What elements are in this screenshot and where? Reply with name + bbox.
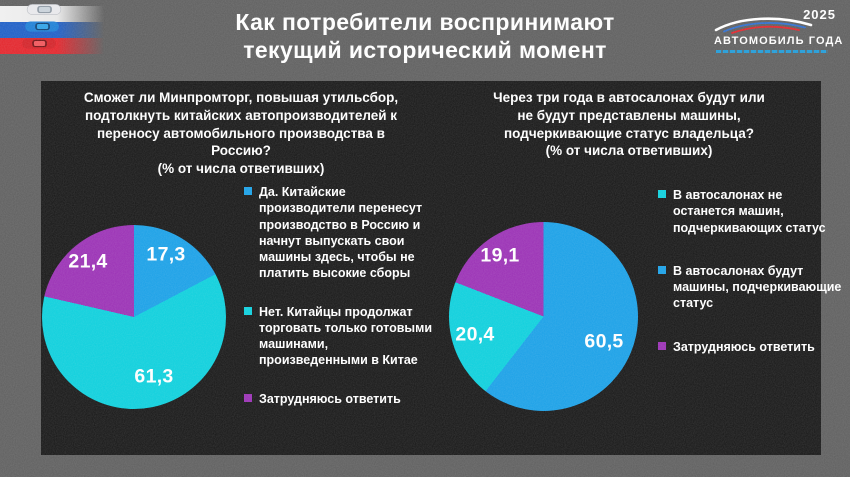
legend-label: В автосалонах будут машины, подчеркивающ… [673, 263, 842, 311]
slide-title-line2: текущий исторический момент [243, 36, 607, 63]
left-legend: Да. Китайские производители перенесут пр… [244, 184, 432, 407]
legend-item: В автосалонах не останется машин, подчер… [658, 187, 842, 236]
right-pie-chart: 60,5 20,4 19,1 [449, 222, 638, 411]
right-pie-value-cyan: 20,4 [455, 323, 495, 346]
legend-marker-cyan [658, 190, 666, 198]
legend-label: Затрудняюсь ответить [673, 339, 815, 354]
legend-label: В автосалонах не останется машин, подчер… [673, 188, 826, 235]
legend-label: Нет. Китайцы продолжат торговать только … [259, 304, 433, 368]
left-pie-chart: 17,3 61,3 21,4 [42, 225, 226, 409]
content-panel: Сможет ли Минпромторг, повышая утильсбор… [41, 81, 841, 455]
legend-item: В автосалонах будут машины, подчеркивающ… [658, 263, 842, 312]
left-question-subtitle: (% от числа ответивших) [157, 161, 325, 177]
legend-item: Затрудняюсь ответить [658, 339, 842, 355]
left-question-line3: переносу автомобильного производства в [97, 125, 385, 141]
award-logo: 2025 АВТОМОБИЛЬ ГОДА [712, 5, 842, 59]
legend-marker-cyan [244, 306, 252, 315]
legend-item: Затрудняюсь ответить [244, 391, 432, 407]
car-silhouette-swoosh-icon [714, 17, 813, 34]
left-chart-question: Сможет ли Минпромторг, повышая утильсбор… [55, 89, 427, 178]
russian-flag [0, 4, 104, 54]
legend-marker-blue [244, 187, 252, 195]
right-question-line3: подчеркивающие статус владельца? [504, 125, 754, 141]
legend-label: Да. Китайские производители перенесут пр… [259, 185, 423, 281]
slide-title-line1: Как потребители воспринимают [235, 9, 615, 35]
right-chart-question: Через три года в автосалонах будут или н… [439, 89, 819, 160]
red-car-icon [22, 38, 56, 49]
right-question-subtitle: (% от числа ответивших) [545, 143, 713, 159]
left-pie-value-blue: 17,3 [146, 243, 186, 266]
legend-marker-blue [658, 265, 666, 274]
legend-item: Нет. Китайцы продолжат торговать только … [244, 304, 432, 369]
left-question-line1: Сможет ли Минпромторг, повышая утильсбор… [83, 90, 399, 105]
right-legend: В автосалонах не останется машин, подчер… [658, 187, 842, 355]
left-question-line4: Россию? [211, 143, 271, 159]
right-question-line1: Через три года в автосалонах будут или [493, 90, 765, 105]
logo-name: АВТОМОБИЛЬ ГОДА [714, 35, 844, 47]
left-pie-value-purple: 21,4 [68, 250, 108, 273]
slide-title: Как потребители воспринимают текущий ист… [165, 9, 685, 64]
left-question-line2: подтолкнуть китайских автопроизводителей… [84, 107, 398, 123]
right-question-line2: не будут представлены машины, [517, 107, 741, 123]
logo-tagline-line [716, 50, 828, 53]
legend-marker-purple [244, 393, 252, 402]
legend-marker-purple [658, 341, 666, 350]
legend-item: Да. Китайские производители перенесут пр… [244, 184, 432, 282]
left-pie-value-cyan: 61,3 [134, 365, 174, 388]
legend-label: Затрудняюсь ответить [259, 391, 401, 406]
blue-car-icon [25, 21, 59, 32]
right-pie-value-purple: 19,1 [480, 244, 520, 267]
right-pie-value-blue: 60,5 [584, 330, 624, 353]
white-car-icon [26, 4, 62, 15]
